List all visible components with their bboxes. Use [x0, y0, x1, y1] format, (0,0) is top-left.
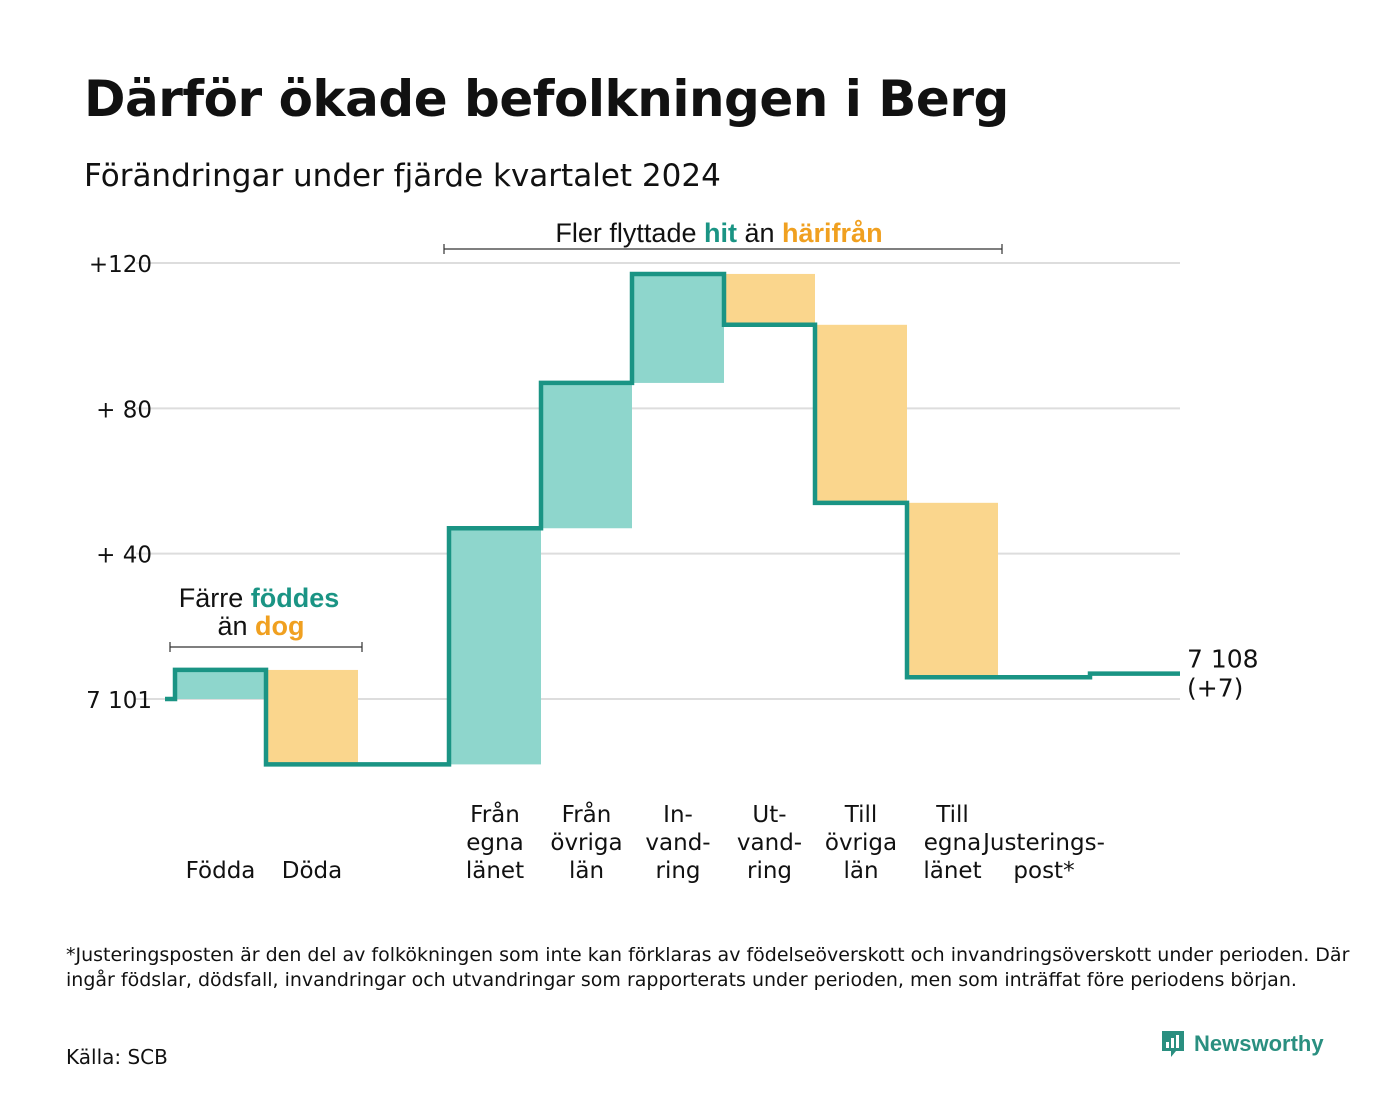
- y-tick-label-0: +120: [89, 252, 152, 278]
- category-label-8: Justerings-post*: [981, 830, 1105, 884]
- category-label-0: Födda: [186, 858, 256, 884]
- waterfall-chart: +120 + 80 + 40 7 101 Födda Döda Från egna länet F…: [86, 218, 1259, 884]
- bar-chart-bubble-icon: [1162, 1031, 1184, 1057]
- births-annotation-line2: än dog: [217, 611, 304, 641]
- category-label-5: Ut-vand-ring: [737, 802, 802, 884]
- footnote: *Justeringsposten är den del av folkökni…: [66, 944, 1350, 991]
- waterfall-bar-1: [266, 669, 358, 765]
- y-tick-label-1: + 80: [96, 397, 152, 423]
- moves-annotation: Fler flyttade hit än härifrån: [555, 218, 882, 248]
- end-value-label: 7 108: [1187, 645, 1259, 674]
- source-note: Källa: SCB: [66, 1045, 168, 1069]
- chart-subtitle: Förändringar under fjärde kvartalet 2024: [84, 158, 721, 194]
- category-label-7: Till egna länet: [923, 802, 981, 884]
- category-label-4: In-vand-ring: [645, 802, 710, 884]
- y-tick-label-3: 7 101: [86, 688, 152, 714]
- chart-title: Därför ökade befolkningen i Berg: [84, 70, 1009, 128]
- newsworthy-logo: Newsworthy: [1160, 1029, 1324, 1059]
- y-tick-label-2: + 40: [96, 543, 152, 569]
- waterfall-bar-4: [632, 273, 724, 383]
- waterfall-bar-3: [541, 382, 632, 529]
- waterfall-bar-7: [907, 502, 998, 678]
- births-annotation-line1: Färre föddes: [179, 583, 340, 613]
- end-change-label: (+7): [1187, 674, 1243, 703]
- category-label-3: Från övriga län: [550, 800, 622, 884]
- category-label-6: Till övriga län: [825, 802, 897, 884]
- running-total-line: [165, 271, 1180, 767]
- category-label-2: Från egna länet: [466, 800, 524, 884]
- category-label-1: Döda: [282, 858, 342, 884]
- brand-name: Newsworthy: [1194, 1031, 1324, 1056]
- waterfall-bar-5: [724, 273, 815, 325]
- waterfall-bar-2: [449, 528, 541, 765]
- waterfall-bar-0: [175, 669, 266, 699]
- waterfall-bar-6: [815, 324, 907, 503]
